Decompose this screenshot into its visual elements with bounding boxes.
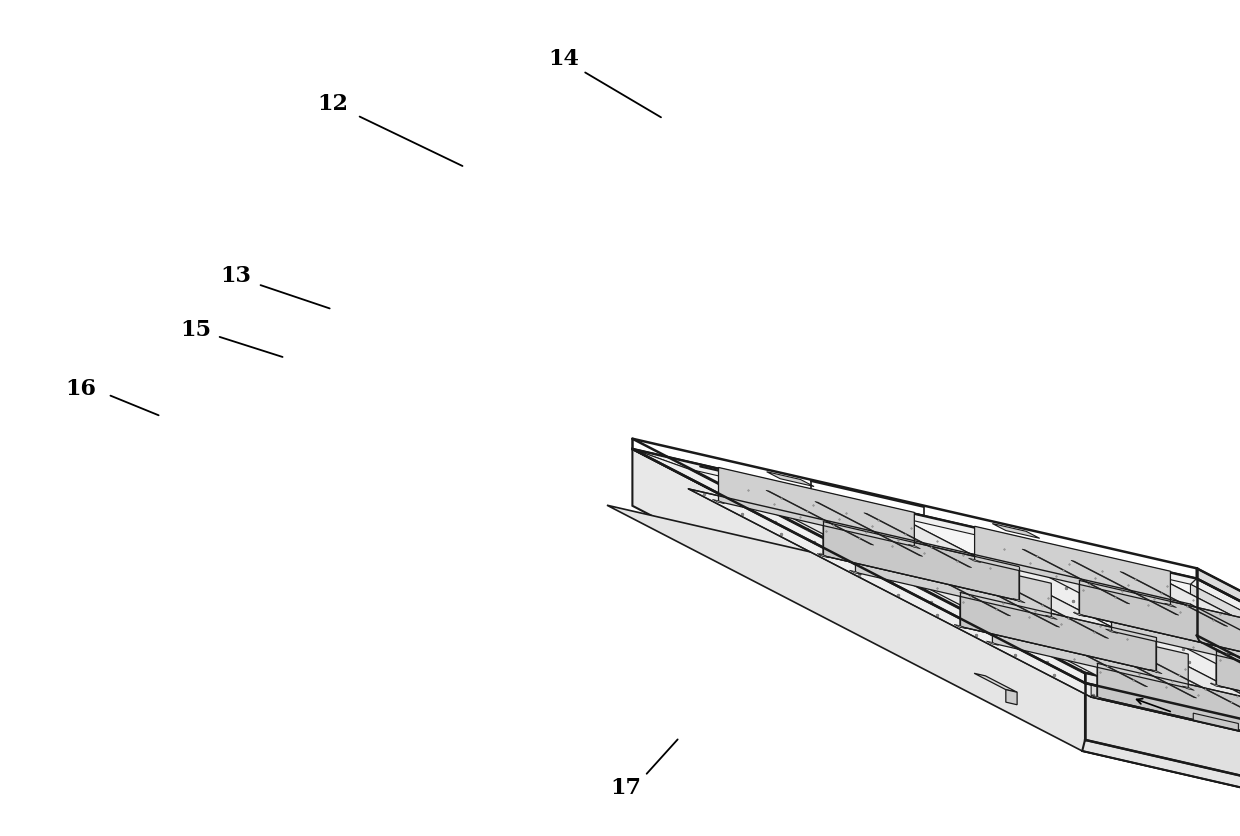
- Polygon shape: [914, 525, 1019, 601]
- Polygon shape: [632, 449, 1085, 740]
- Polygon shape: [1001, 584, 1109, 639]
- Polygon shape: [766, 472, 815, 487]
- Polygon shape: [817, 553, 830, 558]
- Polygon shape: [954, 624, 966, 629]
- Polygon shape: [1120, 572, 1228, 626]
- Polygon shape: [864, 512, 972, 568]
- Polygon shape: [960, 593, 1156, 671]
- Polygon shape: [856, 551, 1156, 650]
- Polygon shape: [1085, 683, 1240, 836]
- Polygon shape: [992, 609, 1188, 688]
- Polygon shape: [1159, 620, 1240, 675]
- Polygon shape: [849, 570, 862, 574]
- Polygon shape: [992, 523, 1039, 538]
- Polygon shape: [1197, 579, 1240, 836]
- Polygon shape: [975, 538, 1240, 638]
- Polygon shape: [1097, 675, 1240, 742]
- Polygon shape: [1006, 690, 1017, 705]
- Polygon shape: [1022, 549, 1130, 604]
- Polygon shape: [1085, 673, 1240, 813]
- Polygon shape: [823, 534, 1019, 601]
- Polygon shape: [1216, 664, 1240, 731]
- Polygon shape: [1045, 615, 1058, 619]
- Polygon shape: [1111, 609, 1240, 709]
- Polygon shape: [1089, 643, 1197, 698]
- Text: 15: 15: [181, 319, 211, 341]
- Polygon shape: [766, 490, 874, 545]
- Polygon shape: [1193, 713, 1239, 731]
- Polygon shape: [1083, 742, 1240, 836]
- Polygon shape: [688, 489, 1240, 813]
- Polygon shape: [1111, 597, 1240, 676]
- Polygon shape: [1105, 629, 1117, 634]
- Polygon shape: [1079, 593, 1240, 660]
- Polygon shape: [1013, 599, 1025, 603]
- Polygon shape: [1188, 666, 1240, 742]
- Polygon shape: [1190, 584, 1240, 813]
- Polygon shape: [1197, 568, 1240, 813]
- Polygon shape: [1197, 568, 1240, 813]
- Polygon shape: [1208, 631, 1240, 686]
- Polygon shape: [608, 505, 1240, 836]
- Polygon shape: [1164, 603, 1177, 608]
- Polygon shape: [986, 641, 998, 645]
- Text: 16: 16: [66, 378, 97, 400]
- Polygon shape: [975, 673, 1017, 692]
- Polygon shape: [1216, 651, 1240, 731]
- Polygon shape: [718, 467, 914, 547]
- Polygon shape: [1071, 560, 1179, 615]
- Polygon shape: [1074, 612, 1085, 617]
- Polygon shape: [908, 544, 920, 548]
- Polygon shape: [1199, 633, 1240, 836]
- Polygon shape: [632, 449, 1197, 584]
- Polygon shape: [1052, 596, 1156, 671]
- Polygon shape: [713, 499, 724, 504]
- Polygon shape: [975, 526, 1171, 605]
- Polygon shape: [992, 622, 1240, 721]
- Polygon shape: [1182, 686, 1194, 691]
- Polygon shape: [1138, 655, 1240, 709]
- Text: 17: 17: [611, 777, 642, 798]
- Polygon shape: [1079, 580, 1240, 660]
- Text: 14: 14: [549, 48, 579, 69]
- Polygon shape: [856, 538, 1052, 617]
- Polygon shape: [968, 558, 981, 563]
- Polygon shape: [1149, 670, 1162, 674]
- Text: 12: 12: [317, 94, 347, 115]
- Polygon shape: [903, 561, 1011, 616]
- Polygon shape: [1097, 663, 1240, 742]
- Polygon shape: [1190, 579, 1240, 813]
- Polygon shape: [952, 573, 1060, 627]
- Polygon shape: [960, 605, 1156, 671]
- Polygon shape: [718, 480, 1019, 579]
- Polygon shape: [815, 502, 923, 557]
- Polygon shape: [632, 449, 1240, 813]
- Polygon shape: [1091, 677, 1240, 813]
- Polygon shape: [1171, 584, 1240, 660]
- Polygon shape: [1040, 632, 1148, 687]
- Polygon shape: [1091, 696, 1104, 700]
- Polygon shape: [1085, 677, 1240, 813]
- Polygon shape: [1085, 673, 1240, 813]
- Polygon shape: [632, 449, 1091, 683]
- Polygon shape: [1210, 683, 1223, 687]
- Polygon shape: [823, 522, 1019, 601]
- Text: 13: 13: [221, 265, 250, 287]
